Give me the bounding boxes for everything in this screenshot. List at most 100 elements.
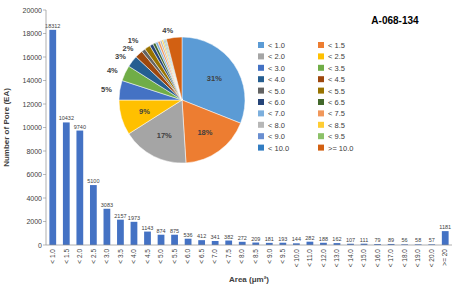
data-label: 162 xyxy=(332,236,341,242)
x-tick-label: < 10.0 xyxy=(293,249,300,268)
data-label: 57 xyxy=(429,237,435,243)
bar xyxy=(212,241,219,245)
legend-swatch xyxy=(318,99,324,105)
bar xyxy=(144,232,151,245)
y-tick-label: 0 xyxy=(38,242,42,249)
x-tick-label: < 16.0 xyxy=(374,249,381,268)
x-tick-label: < 5.0 xyxy=(157,249,164,264)
pie-label: 4% xyxy=(107,66,118,75)
legend-label: < 5.5 xyxy=(328,87,345,96)
legend-swatch xyxy=(318,76,324,82)
y-tick-label: 10000 xyxy=(23,124,43,131)
legend-label: < 3.0 xyxy=(268,64,285,73)
pie-label: 4% xyxy=(162,26,173,35)
legend-label: < 9.5 xyxy=(328,132,345,141)
pie-label: 31% xyxy=(207,74,222,83)
pie-label: 2% xyxy=(123,44,134,53)
x-tick-label: < 3.0 xyxy=(103,249,110,264)
data-label: 107 xyxy=(346,237,355,243)
legend: < 1.0< 1.5< 2.0< 2.5< 3.0< 3.5< 4.0< 4.5… xyxy=(258,41,353,153)
x-tick-label: < 18.0 xyxy=(401,249,408,268)
legend-label: < 6.5 xyxy=(328,98,345,107)
legend-swatch xyxy=(258,42,264,48)
data-label: 10432 xyxy=(59,115,74,121)
data-label: 9740 xyxy=(74,124,86,130)
data-label: 18312 xyxy=(45,23,60,29)
y-tick xyxy=(43,80,46,81)
x-tick-label: < 2.5 xyxy=(90,249,97,264)
legend-swatch xyxy=(318,133,324,139)
chart: 0200040006000800010000120001400016000180… xyxy=(0,0,455,287)
legend-label: < 8.5 xyxy=(328,121,345,130)
x-tick-label: < 8.0 xyxy=(238,249,245,264)
data-label: 875 xyxy=(170,228,179,234)
x-tick-label: >= 20 xyxy=(441,249,448,266)
bar xyxy=(198,240,205,245)
data-label: 412 xyxy=(197,233,206,239)
legend-swatch xyxy=(258,99,264,105)
x-tick-label: < 2.0 xyxy=(76,249,83,264)
legend-swatch xyxy=(258,65,264,71)
x-tick-label: < 13.0 xyxy=(333,249,340,268)
y-tick xyxy=(43,221,46,222)
x-tick-label: < 3.5 xyxy=(117,249,124,264)
legend-swatch xyxy=(258,88,264,94)
pie-label: 9% xyxy=(139,107,150,116)
data-label: 193 xyxy=(278,236,287,242)
y-axis xyxy=(46,10,47,245)
legend-swatch xyxy=(258,53,264,59)
y-tick-label: 8000 xyxy=(26,148,42,155)
pie-label: 18% xyxy=(197,128,212,137)
legend-label: < 10.0 xyxy=(268,144,289,153)
data-label: 79 xyxy=(375,237,381,243)
x-tick-label: < 1.5 xyxy=(63,249,70,264)
data-label: 2157 xyxy=(114,213,126,219)
y-tick xyxy=(43,174,46,175)
legend-label: < 4.5 xyxy=(328,75,345,84)
data-label: 89 xyxy=(388,237,394,243)
data-label: 111 xyxy=(360,237,368,243)
legend-swatch xyxy=(258,110,264,116)
bar xyxy=(225,241,232,245)
pie-label: 5% xyxy=(101,85,112,94)
y-tick-label: 2000 xyxy=(26,218,42,225)
pie-slice xyxy=(166,37,182,100)
legend-swatch xyxy=(318,88,324,94)
data-label: 181 xyxy=(265,236,274,242)
legend-label: < 4.0 xyxy=(268,75,285,84)
data-label: 188 xyxy=(319,236,328,242)
x-tick-label: < 4.5 xyxy=(144,249,151,264)
pie-slice xyxy=(119,100,182,134)
title: A-068-134 xyxy=(371,15,419,26)
pie-label: 1% xyxy=(128,36,139,45)
data-label: 536 xyxy=(184,232,193,238)
x-tick-label: < 20.0 xyxy=(428,249,435,268)
y-tick-label: 18000 xyxy=(23,30,43,37)
y-tick xyxy=(43,104,46,105)
legend-swatch xyxy=(318,110,324,116)
data-label: 874 xyxy=(156,228,165,234)
legend-label: < 2.5 xyxy=(328,52,345,61)
data-label: 341 xyxy=(211,234,220,240)
y-tick-label: 4000 xyxy=(26,195,42,202)
x-tick-label: < 14.0 xyxy=(347,249,354,268)
bar xyxy=(185,239,192,245)
legend-swatch xyxy=(318,145,324,151)
bar xyxy=(49,30,56,245)
x-tick-label: < 6.5 xyxy=(198,249,205,264)
data-label: 1973 xyxy=(128,215,140,221)
x-tick-label: < 5.5 xyxy=(171,249,178,264)
bar xyxy=(104,209,111,245)
data-label: 56 xyxy=(402,237,408,243)
bar xyxy=(239,242,246,245)
bar xyxy=(131,222,138,245)
x-tick-label: < 7.0 xyxy=(211,249,218,264)
bar xyxy=(171,235,178,245)
x-tick-label: < 6.0 xyxy=(184,249,191,264)
x-axis xyxy=(46,245,452,246)
legend-swatch xyxy=(318,65,324,71)
legend-swatch xyxy=(258,122,264,128)
x-tick-label: < 1.0 xyxy=(49,249,56,264)
bar xyxy=(307,242,314,245)
pie-label: 17% xyxy=(157,131,172,140)
